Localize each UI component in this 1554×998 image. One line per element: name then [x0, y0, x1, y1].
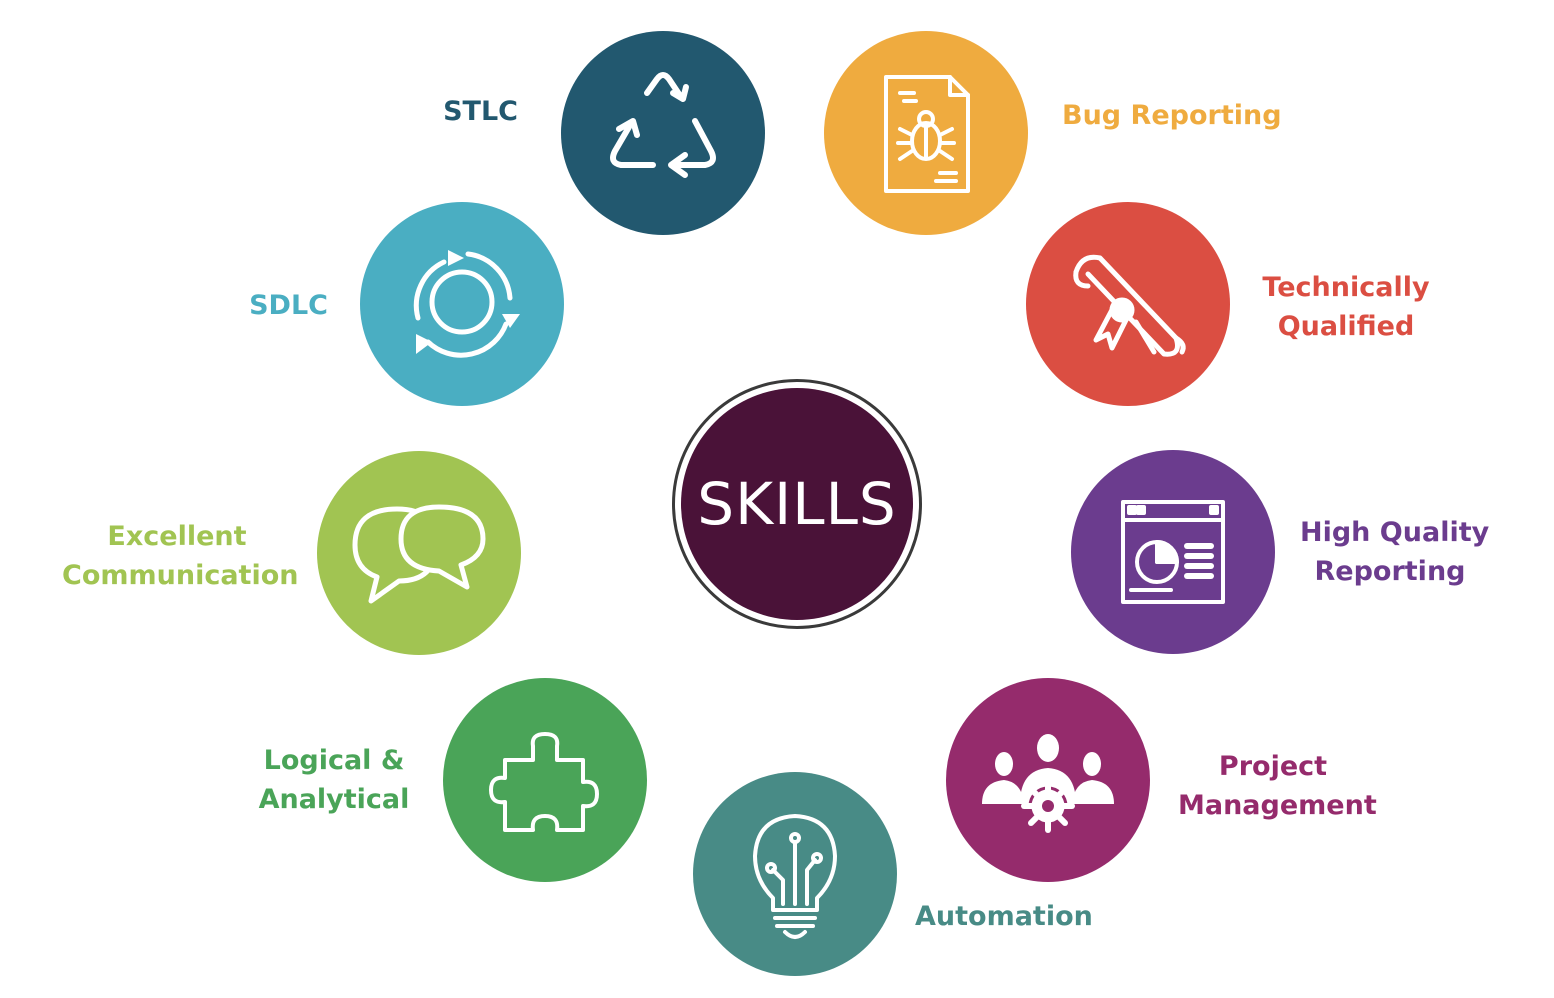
- high-quality-reporting-label: High Quality Reporting: [1300, 517, 1490, 587]
- automation-node: [693, 772, 897, 976]
- logical-analytical-node: [443, 678, 647, 882]
- sdlc-node: [360, 202, 564, 406]
- excellent-communication-node: [317, 451, 521, 655]
- automation-label: Automation: [915, 901, 1093, 932]
- project-management-node: [946, 678, 1150, 882]
- team-gear-icon: [982, 734, 1114, 833]
- speech-bubbles-icon: [352, 504, 486, 604]
- bug-reporting-node: [824, 31, 1028, 235]
- technically-qualified-node: [1026, 202, 1230, 406]
- puzzle-piece-icon: [489, 732, 599, 832]
- stlc-node: [561, 31, 765, 235]
- stlc-label: STLC: [443, 96, 518, 127]
- bug-reporting-label: Bug Reporting: [1062, 100, 1282, 131]
- bug-report-document-icon: [884, 75, 970, 193]
- skills-hub: SKILLS: [681, 388, 913, 620]
- report-chart-window-icon: [1121, 500, 1225, 604]
- high-quality-reporting-node: [1071, 450, 1275, 654]
- recycle-arrows-icon: [610, 72, 716, 178]
- logical-analytical-label: Logical & Analytical: [258, 745, 410, 815]
- cycle-arrows-icon: [413, 250, 520, 358]
- sdlc-label: SDLC: [249, 290, 328, 321]
- hub-label: SKILLS: [697, 470, 897, 538]
- project-management-label: Project Management: [1178, 751, 1377, 821]
- excellent-communication-label: Excellent Communication: [62, 521, 299, 591]
- lightbulb-circuit-icon: [753, 814, 837, 939]
- technically-qualified-label: Technically Qualified: [1262, 272, 1430, 342]
- diploma-scroll-icon: [1073, 254, 1186, 357]
